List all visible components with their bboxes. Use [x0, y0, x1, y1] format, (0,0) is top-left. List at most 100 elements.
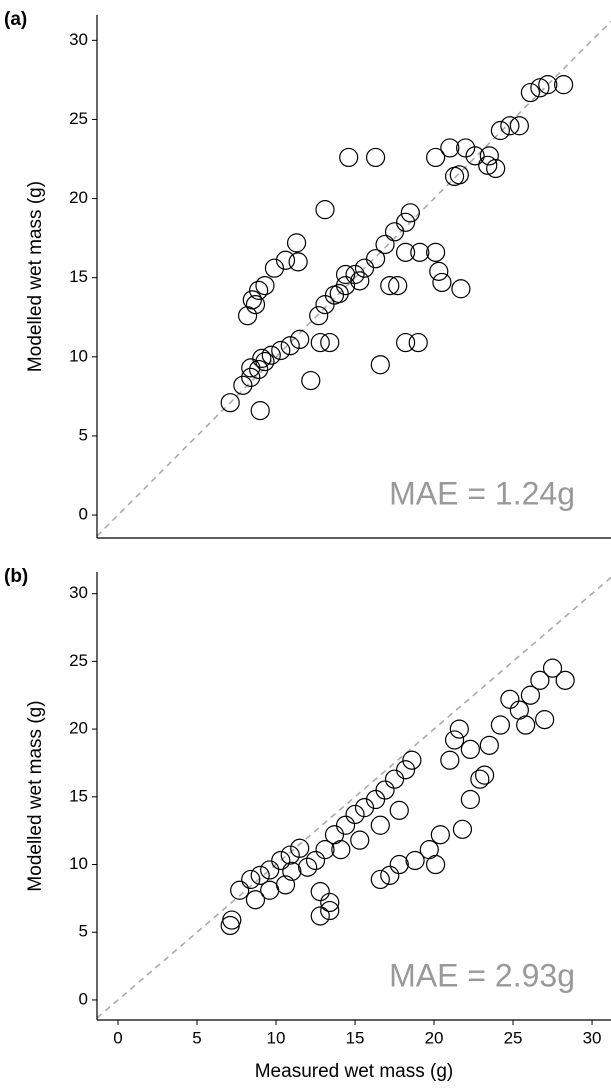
x-axis-title: Measured wet mass (g): [255, 1061, 454, 1082]
point: [500, 116, 520, 136]
point: [335, 275, 356, 296]
y-tick-label: 30: [69, 583, 88, 602]
point: [555, 670, 575, 690]
point: [288, 252, 308, 272]
point: [429, 261, 449, 281]
point: [264, 258, 285, 278]
point: [320, 892, 340, 913]
point: [315, 840, 335, 860]
point: [375, 234, 395, 255]
point: [241, 367, 261, 387]
annotation: MAE = 1.24g: [389, 475, 575, 511]
point: [255, 351, 275, 372]
point: [389, 800, 409, 820]
point: [395, 332, 416, 353]
x-tick-label: 5: [192, 1028, 201, 1047]
point: [301, 370, 321, 391]
point: [320, 900, 340, 921]
point: [440, 750, 460, 770]
point: [384, 222, 405, 242]
point: [350, 830, 370, 850]
y-tick-label: 10: [69, 346, 88, 365]
x-tick-label: 25: [504, 1028, 523, 1047]
point: [305, 850, 326, 871]
point: [460, 739, 480, 760]
point: [395, 242, 416, 262]
point: [286, 233, 307, 253]
y-tick-label: 15: [69, 786, 88, 805]
y-tick-label: 25: [69, 651, 88, 670]
point: [329, 283, 349, 304]
point: [426, 242, 446, 262]
y-tick-label: 15: [69, 267, 88, 286]
point: [490, 120, 510, 141]
point: [275, 250, 296, 270]
point: [354, 798, 375, 818]
point: [245, 294, 266, 315]
point: [354, 258, 375, 278]
point: [400, 203, 420, 223]
point: [220, 393, 240, 413]
panel-label: (a): [4, 9, 27, 30]
point: [298, 857, 318, 877]
point: [432, 272, 452, 293]
point: [538, 75, 558, 95]
point: [222, 910, 242, 930]
y-tick-label: 5: [79, 425, 88, 444]
point: [426, 854, 446, 875]
point: [271, 850, 291, 871]
x-tick-label: 0: [113, 1028, 122, 1047]
y-tick-label: 20: [69, 719, 88, 738]
point: [380, 865, 400, 885]
point: [280, 336, 300, 356]
point: [408, 332, 428, 353]
point: [237, 306, 258, 326]
point: [478, 155, 498, 175]
point: [375, 780, 395, 800]
annotation: MAE = 2.93g: [389, 957, 575, 993]
y-tick-label: 30: [69, 30, 88, 49]
point: [320, 332, 340, 353]
point: [500, 689, 520, 709]
point: [542, 658, 563, 678]
point: [230, 880, 250, 900]
point: [245, 890, 266, 910]
x-tick-label: 10: [267, 1028, 286, 1047]
point: [452, 819, 473, 839]
point: [535, 710, 555, 730]
point: [380, 275, 400, 296]
point: [395, 760, 416, 780]
point: [310, 906, 330, 926]
y-tick-label: 0: [79, 505, 88, 524]
point: [451, 279, 471, 299]
point: [402, 750, 422, 770]
point: [520, 82, 541, 103]
point: [449, 719, 469, 739]
point: [516, 715, 536, 735]
point: [370, 869, 390, 890]
point: [490, 715, 510, 735]
point: [275, 875, 296, 895]
point: [249, 359, 269, 380]
panel-label: (b): [4, 566, 28, 587]
point: [345, 804, 365, 825]
point: [410, 242, 430, 262]
point: [241, 869, 261, 890]
y-tick-label: 0: [79, 989, 88, 1008]
point: [309, 306, 329, 326]
point: [370, 355, 390, 375]
point: [290, 838, 310, 858]
y-tick-label: 20: [69, 188, 88, 207]
point: [350, 271, 370, 291]
point: [260, 860, 280, 880]
point: [365, 147, 386, 168]
point: [250, 865, 270, 885]
point: [486, 158, 506, 179]
point: [290, 329, 310, 350]
point: [331, 840, 351, 860]
point: [395, 212, 416, 232]
point: [465, 146, 485, 166]
point: [252, 348, 272, 368]
